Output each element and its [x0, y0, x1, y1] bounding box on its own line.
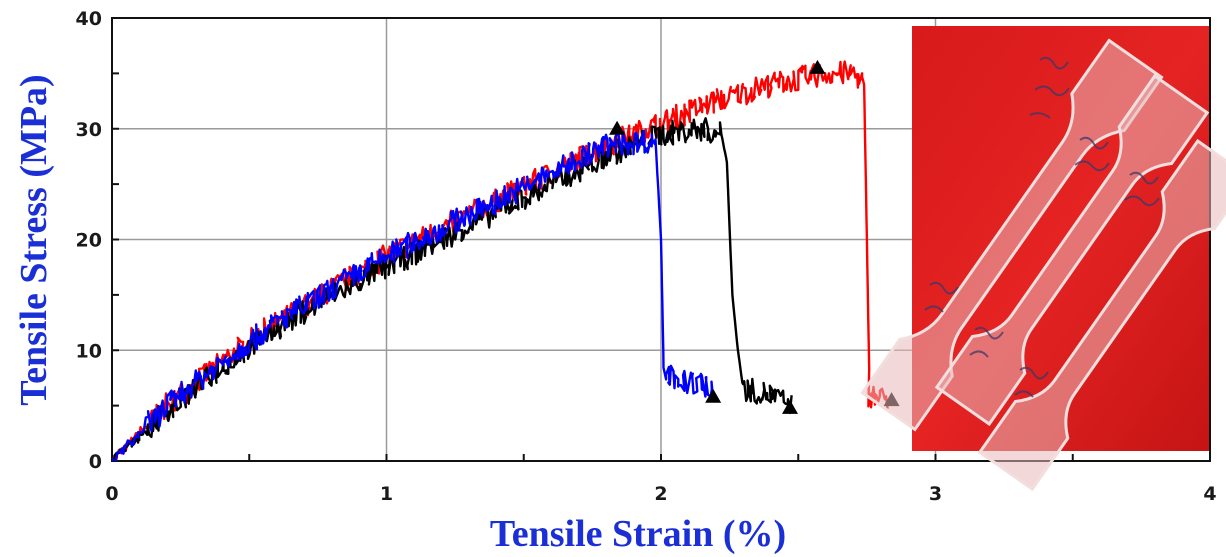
y-tick-labels: 0 10 20 30 40 — [76, 8, 102, 473]
break-marker-3 — [705, 388, 722, 403]
x-tick-label: 3 — [929, 483, 942, 505]
tensile-specimen-3 — [977, 138, 1226, 492]
y-tick-label: 30 — [76, 119, 102, 141]
break-marker-2 — [782, 399, 799, 414]
peak-marker-2 — [609, 120, 626, 135]
x-tick-label: 0 — [105, 483, 118, 505]
x-tick-label: 4 — [1203, 483, 1216, 505]
x-axis-title: Tensile Strain (%) — [490, 513, 786, 555]
axis-ticks — [111, 17, 1211, 462]
x-tick-label: 1 — [380, 483, 393, 505]
markers-layer — [609, 59, 900, 414]
series-line-3 — [112, 129, 714, 461]
peak-marker-1 — [809, 59, 826, 74]
x-tick-labels: 0 1 2 3 4 — [105, 483, 1216, 505]
y-tick-label: 10 — [76, 340, 102, 362]
y-axis-title: Tensile Stress (MPa) — [13, 74, 55, 405]
y-tick-label: 20 — [76, 230, 102, 252]
handwriting-scribbles — [924, 56, 1160, 398]
specimen-photo-inset — [860, 26, 1226, 492]
series-layer — [112, 60, 889, 461]
tensile-specimen-2 — [934, 73, 1210, 427]
x-tick-label: 2 — [654, 483, 667, 505]
series-line-2 — [112, 117, 793, 461]
series-line-1 — [112, 60, 889, 461]
y-tick-label: 0 — [89, 451, 102, 473]
y-tick-label: 40 — [76, 8, 102, 30]
